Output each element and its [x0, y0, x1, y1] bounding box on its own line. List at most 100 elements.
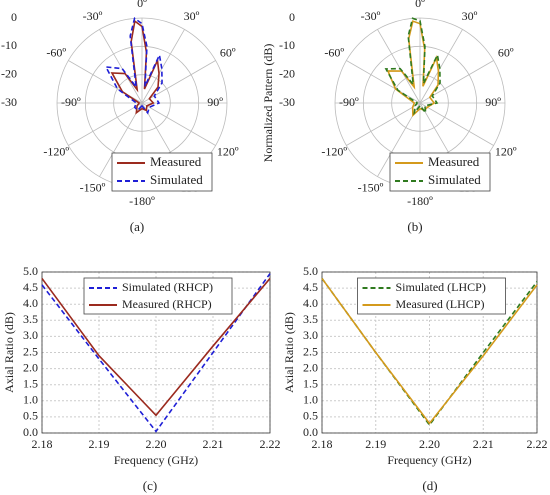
y-tick-label: 1.5 — [23, 376, 38, 390]
theta-tick-label: 30º — [184, 9, 200, 23]
legend-label: Simulated (RHCP) — [122, 280, 213, 294]
x-tick-label: 2.18 — [32, 437, 53, 451]
theta-tick-label: 30º — [462, 9, 478, 23]
y-tick-label: 1.5 — [303, 376, 318, 390]
theta-tick-label: -180º — [407, 194, 433, 208]
y-tick-label: 0.0 — [303, 425, 318, 439]
x-tick-label: 2.20 — [419, 437, 440, 451]
x-axis-label: Frequency (GHz) — [114, 453, 198, 467]
y-tick-label: 2.0 — [23, 360, 38, 374]
r-tick-label: 0 — [11, 10, 17, 24]
y-tick-label: 2.5 — [303, 344, 318, 358]
spoke — [141, 60, 216, 104]
theta-tick-label: -30º — [83, 9, 103, 23]
legend-label: Measured (RHCP) — [122, 297, 212, 311]
spoke — [141, 102, 216, 146]
plot-frame — [41, 271, 271, 434]
r-tick-label: -20 — [1, 66, 17, 80]
y-tick-label: 0.5 — [23, 409, 38, 423]
r-tick-label: -30 — [279, 95, 295, 109]
y-tick-label: 1.0 — [303, 393, 318, 407]
r-tick-label: -20 — [279, 66, 295, 80]
spoke — [346, 60, 421, 104]
theta-tick-label: -60º — [324, 45, 344, 59]
y-tick-label: 4.5 — [23, 280, 38, 294]
theta-tick-label: 90º — [207, 95, 223, 109]
theta-tick-label: 0º — [137, 0, 147, 10]
data-line — [41, 277, 271, 417]
spoke — [68, 102, 143, 146]
theta-tick-label: -30º — [361, 9, 381, 23]
plot-frame — [321, 271, 538, 434]
y-axis-label: Axial Ratio (dB) — [2, 312, 16, 393]
y-tick-label: 1.0 — [23, 393, 38, 407]
spoke — [419, 102, 494, 146]
y-axis-label: Normalized Pattern (dB) — [261, 44, 275, 163]
legend-box — [83, 277, 233, 315]
y-tick-label: 3.0 — [303, 328, 318, 342]
y-tick-label: 5.0 — [23, 264, 38, 278]
x-tick-label: 2.21 — [203, 437, 224, 451]
spoke — [99, 29, 143, 104]
theta-tick-label: 90º — [485, 95, 501, 109]
r-tick-label: -10 — [1, 38, 17, 52]
x-tick-label: 2.19 — [365, 437, 386, 451]
r-tick-label: -10 — [279, 38, 295, 52]
y-tick-label: 3.0 — [23, 328, 38, 342]
x-axis-label: Frequency (GHz) — [387, 453, 471, 467]
x-tick-label: 2.22 — [260, 437, 281, 451]
data-line — [41, 273, 271, 433]
theta-tick-label: -150º — [358, 180, 384, 194]
y-tick-label: 5.0 — [303, 264, 318, 278]
y-tick-label: 3.5 — [303, 312, 318, 326]
y-axis-label: Axial Ratio (dB) — [282, 312, 296, 393]
x-tick-label: 2.18 — [312, 437, 333, 451]
data-line — [321, 277, 538, 425]
theta-tick-label: 0º — [415, 0, 425, 10]
spoke — [141, 29, 185, 104]
y-tick-label: 0.0 — [23, 425, 38, 439]
y-tick-label: 4.0 — [23, 296, 38, 310]
theta-tick-label: 60º — [220, 45, 236, 59]
pattern-line — [384, 17, 441, 116]
theta-tick-label: 120º — [217, 144, 239, 158]
theta-tick-label: -90º — [339, 95, 359, 109]
theta-tick-label: -150º — [80, 180, 106, 194]
legend-label: Measured — [150, 154, 202, 169]
x-tick-label: 2.22 — [527, 437, 548, 451]
y-tick-label: 2.5 — [23, 344, 38, 358]
y-tick-label: 0.5 — [303, 409, 318, 423]
theta-tick-label: 60º — [498, 45, 514, 59]
caption: (c) — [143, 478, 157, 493]
legend-box — [357, 277, 506, 315]
legend-label: Measured (LHCP) — [396, 297, 485, 311]
y-tick-label: 4.0 — [303, 296, 318, 310]
legend-box — [389, 152, 491, 192]
spoke — [346, 102, 421, 146]
x-tick-label: 2.19 — [89, 437, 110, 451]
legend-label: Simulated — [428, 172, 481, 187]
y-tick-label: 3.5 — [23, 312, 38, 326]
spoke — [377, 29, 421, 104]
theta-tick-label: -60º — [46, 45, 66, 59]
caption: (d) — [422, 478, 437, 493]
r-tick-label: -30 — [1, 95, 17, 109]
caption: (a) — [130, 219, 144, 234]
legend-label: Simulated (LHCP) — [396, 280, 486, 294]
spoke — [99, 102, 143, 177]
y-tick-label: 4.5 — [303, 280, 318, 294]
theta-tick-label: -120º — [321, 144, 347, 158]
spoke — [419, 29, 463, 104]
legend-label: Simulated — [150, 172, 203, 187]
caption: (b) — [407, 219, 422, 234]
theta-tick-label: -90º — [61, 95, 81, 109]
theta-tick-label: -120º — [43, 144, 69, 158]
x-tick-label: 2.21 — [473, 437, 494, 451]
legend-box — [111, 152, 213, 192]
r-tick-label: 0 — [289, 10, 295, 24]
pattern-line — [104, 16, 163, 115]
y-tick-label: 2.0 — [303, 360, 318, 374]
theta-tick-label: 120º — [495, 144, 517, 158]
theta-tick-label: -180º — [129, 194, 155, 208]
